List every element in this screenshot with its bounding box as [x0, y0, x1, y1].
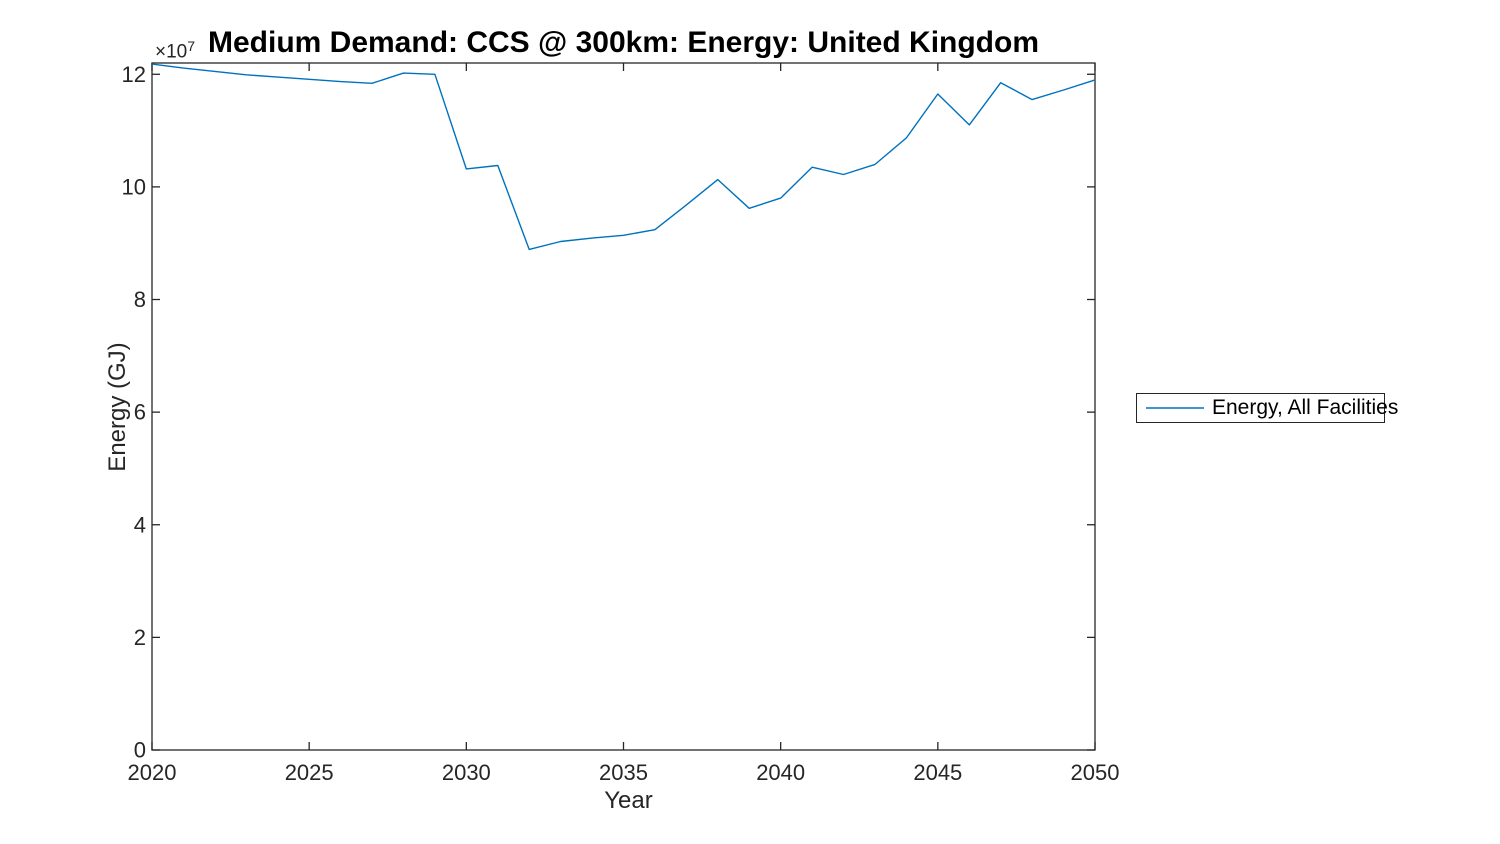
axis-box — [151, 62, 1096, 751]
legend-line-sample — [1146, 407, 1204, 409]
legend-label: Energy, All Facilities — [1212, 396, 1399, 419]
legend: Energy, All Facilities — [1136, 393, 1398, 423]
y-axis-label: Energy (GJ) — [104, 342, 131, 472]
x-tick-label: 2050 — [1071, 760, 1120, 785]
x-tick-label: 2030 — [442, 760, 491, 785]
y-tick-label: 6 — [134, 400, 146, 425]
x-axis-label: Year — [604, 787, 653, 814]
x-tick-label: 2045 — [913, 760, 962, 785]
y-tick-label: 2 — [134, 625, 146, 650]
y-axis-multiplier: ×107 — [155, 37, 195, 63]
y-tick-label: 12 — [122, 62, 146, 87]
y-tick-label: 4 — [134, 512, 146, 537]
y-tick-label: 10 — [122, 174, 146, 199]
y-axis-multiplier-exponent: 7 — [187, 38, 196, 54]
x-tick-label: 2025 — [285, 760, 334, 785]
y-tick-label: 0 — [134, 738, 146, 763]
x-tick-label: 2035 — [599, 760, 648, 785]
chart-title: Medium Demand: CCS @ 300km: Energy: Unit… — [207, 26, 1040, 59]
y-axis-multiplier-base: ×10 — [155, 41, 188, 63]
x-tick-label: 2020 — [128, 760, 177, 785]
series-line — [151, 63, 1096, 251]
y-tick-label: 8 — [134, 287, 146, 312]
x-tick-label: 2040 — [756, 760, 805, 785]
